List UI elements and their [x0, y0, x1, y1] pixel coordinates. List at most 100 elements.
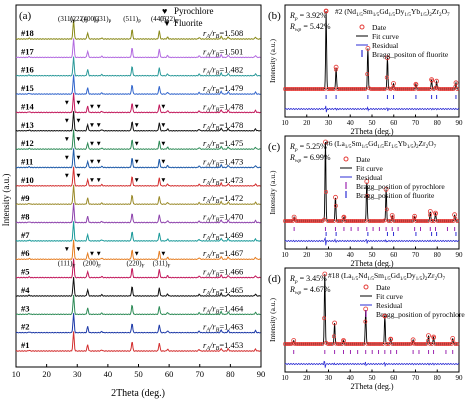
panel-b-data-point: [425, 87, 430, 91]
panel-c-data-point: [328, 219, 332, 223]
panel-c-data-point: [384, 207, 389, 212]
xrd-trace-n1: [15, 331, 261, 352]
panel-d-peak-point: [450, 335, 456, 341]
panel-b-data-point: [341, 87, 346, 91]
panel-b-data-point: [337, 87, 342, 91]
panel-b-data-point: [388, 87, 393, 91]
panel-b-data-point: [394, 87, 399, 91]
panel-c-data-point: [355, 219, 360, 223]
panel-b-data-point: [441, 87, 446, 91]
panel-c-data-point: [410, 219, 415, 223]
panel-c-data-point: [443, 219, 448, 223]
panel-c-data-point: [316, 219, 321, 223]
panel-b-xtick-label: 70: [412, 119, 420, 127]
sample-name-label: #8: [21, 212, 30, 222]
sample-ratio-label: rA/rB=1.467: [203, 248, 243, 260]
panel-b-legend-label: Date: [372, 23, 387, 32]
xrd-trace-n7: [15, 221, 261, 242]
panel-c-legend-label: Residual: [356, 173, 382, 182]
xrd-trace-n16: [16, 56, 261, 77]
panel-b-data-point: [347, 87, 352, 91]
panel-c-data-point: [285, 219, 289, 223]
panel-b-data-point: [320, 87, 325, 91]
panel-b-data-point: [304, 87, 309, 91]
panel-b-data-point: [418, 87, 423, 91]
panel-d-data-point: [441, 342, 446, 346]
panel-d-xtick-label: 40: [347, 374, 355, 382]
panel-b-data-point: [294, 87, 299, 91]
panel-d-data-point: [447, 342, 452, 346]
panel-b-data-point: [373, 87, 377, 91]
fluorite-marker: ▼: [160, 177, 166, 184]
panel-d-data-point: [408, 342, 413, 346]
panel-c-legend-label: Bragg_position of pyrochlore: [356, 182, 445, 191]
panel-b-data-point: [308, 87, 313, 91]
xrd-trace-n9: [15, 184, 261, 206]
panel-d-data-point: [365, 341, 370, 346]
panel-c-peak-point: [333, 194, 338, 200]
fluorite-marker: ▼: [89, 250, 95, 257]
panel-d-data-point: [373, 342, 377, 346]
panel-c-xtick-label: 40: [347, 251, 355, 259]
peak-label-pyrochlore: (331)P: [93, 15, 111, 25]
panel-c-data-point: [373, 219, 377, 223]
panel-a: (a) Intensity (a.u.) 2Theta (deg.) 10 20 3…: [1, 4, 265, 399]
panel-b-data-point: [298, 87, 303, 91]
panel-c-data-point: [375, 219, 379, 223]
panel-c-data-point: [367, 219, 372, 223]
fluorite-marker: ▼: [95, 140, 101, 147]
panel-c-data-point: [333, 203, 338, 208]
sample-ratio-label: rA/rB=1.463: [203, 322, 243, 334]
sample-name-label: #3: [21, 303, 30, 313]
panel-c-data-point: [449, 219, 454, 223]
sample-ratio-label: rA/rB=1.501: [203, 46, 243, 58]
xrd-trace-n13: [15, 111, 261, 132]
panel-d-data-point: [314, 342, 319, 346]
panel-c-peak-point: [412, 213, 418, 219]
panel-c-data-point: [310, 219, 315, 223]
panel-d-data-point: [290, 341, 295, 346]
panel-d-data-point: [418, 342, 423, 346]
panel-c-data-point: [447, 219, 452, 223]
panel-b-peak-point: [453, 80, 459, 86]
sample-name-label: #6: [21, 248, 30, 258]
panel-c-data-point: [406, 219, 411, 223]
fluorite-marker: ▼: [89, 177, 95, 184]
fluorite-marker: ▼: [133, 122, 139, 129]
panel-c-data-point: [400, 219, 405, 223]
fluorite-marker: ▼: [95, 104, 101, 111]
panel-b-rwp: Rwp = 5.42%: [289, 22, 331, 33]
panel-d-data-point: [377, 342, 381, 346]
panel-b-data-point: [410, 87, 415, 91]
panel-b-data-point: [302, 87, 307, 91]
panel-c-xtick-label: 90: [456, 251, 464, 259]
panel-b-data-point: [380, 87, 385, 91]
panel-b-data-point: [369, 87, 374, 91]
panel-d-data-point: [412, 341, 417, 346]
panel-b-data-point: [400, 87, 405, 91]
fluorite-marker: ▼: [95, 177, 101, 184]
panel-d-xtick-label: 10: [282, 374, 290, 382]
sample-ratio-label: rA/rB=1.479: [203, 83, 243, 95]
panel-c-data-point: [353, 219, 358, 223]
panel-b-data-point: [333, 67, 338, 72]
xrd-trace-n10: [15, 166, 261, 187]
xrd-trace-n11: [15, 148, 261, 169]
xrd-trace-n12: [15, 129, 261, 150]
panel-b-data-point: [408, 87, 413, 91]
panel-a-xtick-label: 40: [104, 369, 113, 379]
panel-c-xtick-label: 80: [434, 251, 442, 259]
fluorite-marker: ▼: [89, 159, 95, 166]
panel-c-data-point: [455, 219, 460, 223]
panel-d-data-point: [320, 342, 325, 346]
panel-d-peak-point: [322, 271, 328, 277]
panel-b-data-point: [351, 87, 356, 91]
panel-d-rwp: Rwp = 4.67%: [289, 285, 331, 296]
panel-d-peak-point: [341, 338, 346, 343]
panel-b-data-point: [386, 86, 391, 91]
panel-d-data-point: [390, 342, 395, 346]
panel-c-data-point: [326, 219, 331, 223]
panel-d-data-point: [427, 341, 432, 346]
panel-a-labels: #18 rA/rB=1.508 #17 rA/rB=1.501 #16 rA/rB=1.4…: [21, 15, 244, 352]
panel-c-data-point: [439, 219, 444, 223]
